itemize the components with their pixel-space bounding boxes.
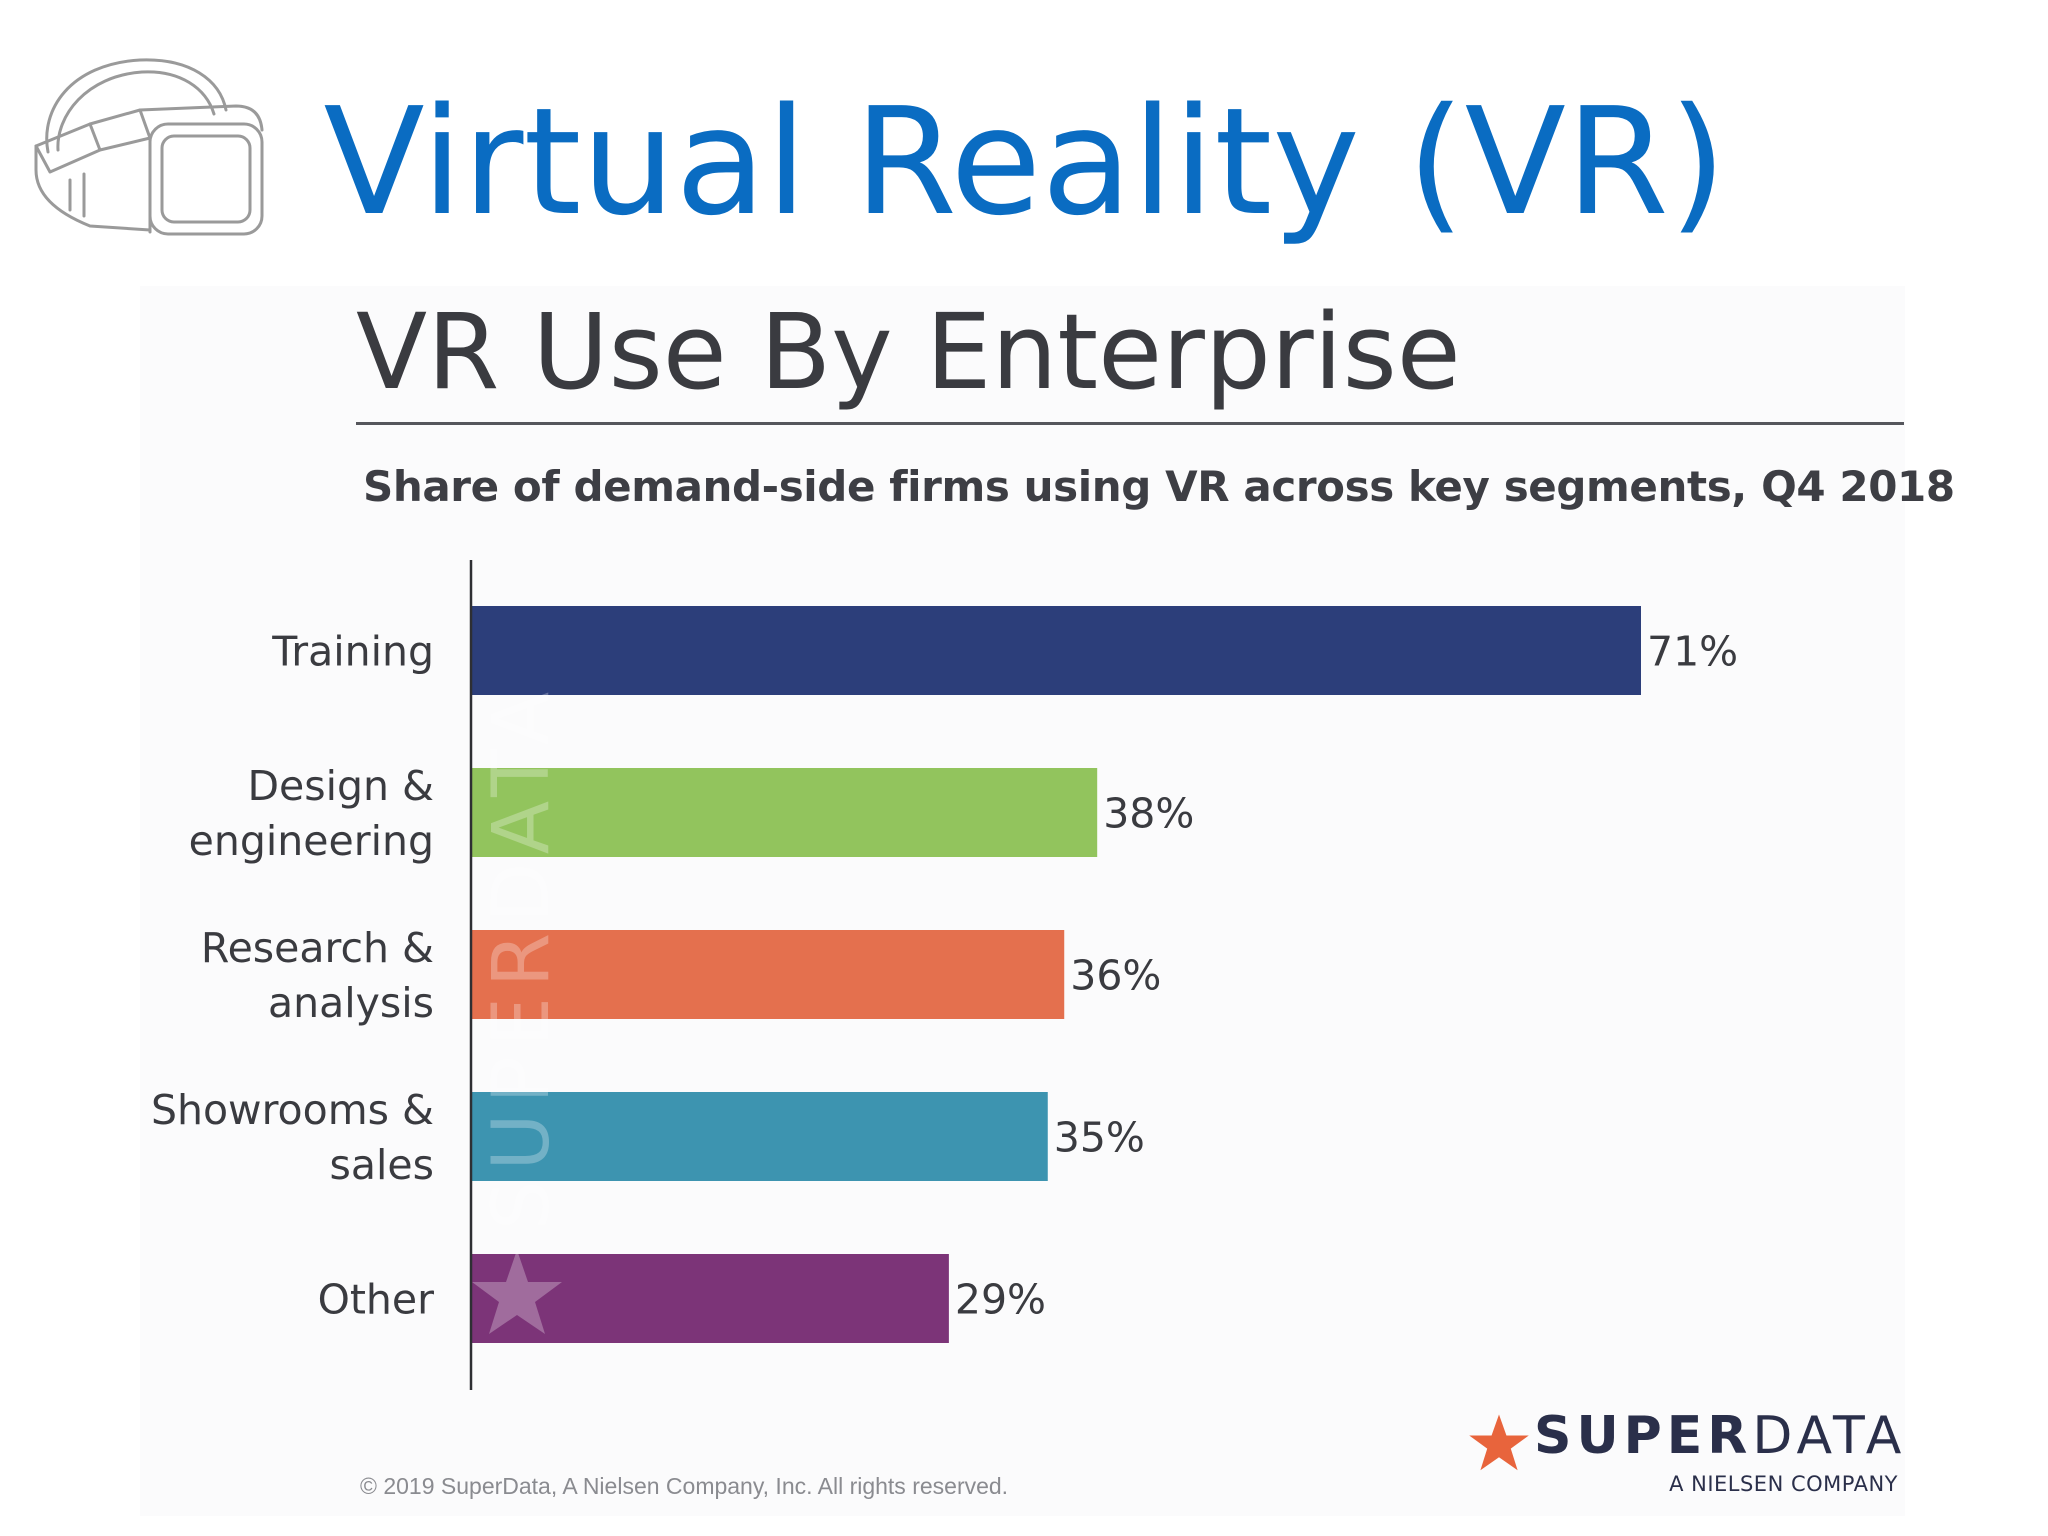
value-label-1: 38%: [1103, 790, 1194, 838]
category-label-1-1: engineering: [189, 817, 434, 865]
category-label-3-1: sales: [330, 1141, 434, 1189]
category-label-0-0: Training: [271, 628, 434, 676]
watermark-star-icon: [472, 1250, 562, 1334]
watermark-text: SUPERDATA: [477, 682, 567, 1230]
title-divider: [356, 422, 1904, 425]
brand-subtitle: A NIELSEN COMPANY: [1669, 1472, 1898, 1496]
category-label-2-0: Research &: [201, 924, 434, 972]
brand-name: SUPERDATA: [1534, 1410, 1906, 1462]
value-label-0: 71%: [1647, 628, 1738, 676]
star-icon: [1469, 1414, 1529, 1471]
chart-title: VR Use By Enterprise: [356, 291, 1461, 413]
value-labels: 71% 38% 36% 35% 29%: [955, 628, 1738, 1324]
bar-4: [471, 1254, 949, 1343]
watermark: SUPERDATA: [472, 682, 567, 1334]
value-label-2: 36%: [1070, 952, 1161, 1000]
copyright-text: © 2019 SuperData, A Nielsen Company, Inc…: [360, 1473, 1009, 1499]
category-label-3-0: Showrooms &: [151, 1086, 434, 1134]
brand-name-bold: SUPER: [1534, 1406, 1753, 1466]
slide-title: Virtual Reality (VR): [323, 76, 1727, 248]
bar-1: [471, 768, 1098, 857]
category-label-4-0: Other: [318, 1276, 435, 1324]
brand-name-light: DATA: [1752, 1406, 1907, 1466]
value-label-3: 35%: [1054, 1114, 1145, 1162]
bar-2: [471, 930, 1065, 1019]
category-label-1-0: Design &: [247, 762, 434, 810]
bars-group: [471, 606, 1641, 1343]
value-label-4: 29%: [955, 1276, 1046, 1324]
bar-0: [471, 606, 1641, 695]
chart-subtitle: Share of demand-side firms using VR acro…: [363, 462, 1955, 511]
bar-3: [471, 1092, 1048, 1181]
category-label-2-1: analysis: [268, 979, 434, 1027]
chart-panel: [140, 286, 1905, 1516]
superdata-logo: SUPERDATA A NIELSEN COMPANY: [1468, 1410, 1901, 1500]
category-labels: Training Design & engineering Research & ana…: [151, 628, 434, 1324]
vr-headset-icon: [34, 58, 264, 236]
